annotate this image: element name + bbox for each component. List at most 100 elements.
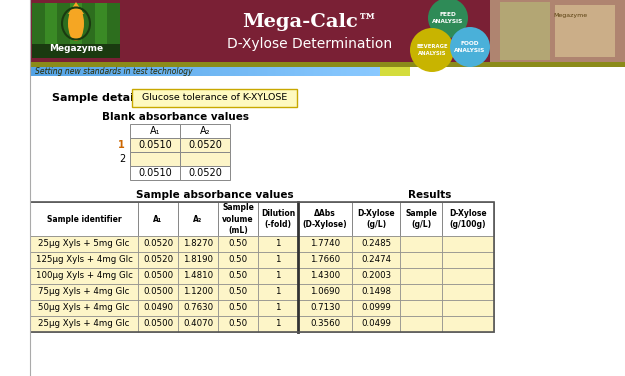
Bar [218,316,258,332]
Text: Sample identifier: Sample identifier [47,214,121,223]
Bar [355,67,356,76]
Bar [172,67,173,76]
Bar [349,67,350,76]
Bar [115,67,116,76]
Text: 0.0500: 0.0500 [143,271,173,280]
Bar [138,300,178,316]
Bar [176,67,177,76]
Bar [300,67,301,76]
Bar [348,67,349,76]
Bar [171,67,172,76]
Bar [218,236,258,252]
Text: 3: 3 [20,271,26,280]
Bar [220,67,221,76]
Bar [113,67,114,76]
Bar [60,67,61,76]
Text: 0.0520: 0.0520 [143,256,173,264]
Bar [165,67,166,76]
Bar [345,67,346,76]
Bar [296,67,297,76]
Bar [340,67,341,76]
Bar [144,67,145,76]
Ellipse shape [68,6,84,41]
Bar [199,67,200,76]
Bar [93,67,94,76]
Bar [295,67,296,76]
Bar [241,67,242,76]
Bar [138,236,178,252]
Text: 0.0520: 0.0520 [143,240,173,249]
Text: 0.0999: 0.0999 [361,303,391,312]
Text: 100μg Xyls + 4mg Glc: 100μg Xyls + 4mg Glc [36,271,132,280]
Bar [159,67,160,76]
Bar [230,67,231,76]
Bar [205,67,206,76]
Bar [135,67,136,76]
Bar [186,67,187,76]
Bar [375,67,376,76]
Text: 2: 2 [20,256,26,264]
Bar [218,67,219,76]
Bar [51,67,52,76]
Bar [249,67,250,76]
Bar [30,62,625,67]
Bar [308,67,309,76]
Bar [207,67,208,76]
Bar [65,67,66,76]
Bar [138,284,178,300]
Text: D-Xylose
(g/L): D-Xylose (g/L) [357,209,395,229]
Bar [218,300,258,316]
Bar [30,252,138,268]
Bar [86,67,87,76]
Bar [322,67,323,76]
Bar [178,67,179,76]
Text: A₁: A₁ [153,214,162,223]
Bar [180,67,181,76]
Bar [247,67,248,76]
Bar [326,67,327,76]
Bar [104,67,105,76]
Bar [36,67,37,76]
Bar [89,67,90,76]
Bar [76,67,77,76]
Bar [284,67,285,76]
Bar [217,67,218,76]
Text: 1: 1 [20,240,26,249]
Bar [32,67,33,76]
Bar [112,67,113,76]
Bar [30,300,138,316]
Bar [78,67,79,76]
Ellipse shape [450,27,490,67]
Bar [178,252,218,268]
Bar [138,268,178,284]
Bar [250,67,251,76]
Text: 0.0520: 0.0520 [188,168,222,178]
Text: 0.4070: 0.4070 [183,320,213,329]
Bar [369,67,370,76]
Bar [273,67,274,76]
Bar [334,67,335,76]
Text: 0.0500: 0.0500 [143,288,173,297]
Text: 1.0690: 1.0690 [310,288,340,297]
Text: FEED
ANALYSIS: FEED ANALYSIS [432,12,464,24]
Bar [164,67,165,76]
Text: 0.0500: 0.0500 [143,320,173,329]
Bar [282,67,283,76]
Bar [215,67,216,76]
Bar [181,67,182,76]
Bar [120,67,121,76]
Bar [336,67,337,76]
Bar [47,67,48,76]
Bar [224,67,225,76]
Text: 0.0499: 0.0499 [361,320,391,329]
Bar [287,67,288,76]
Bar [335,67,336,76]
Bar [352,300,400,316]
Bar [288,67,289,76]
Bar [237,67,238,76]
Bar [179,67,180,76]
Text: 5: 5 [20,303,26,312]
Bar [157,67,158,76]
Bar [276,67,277,76]
Bar [128,67,129,76]
